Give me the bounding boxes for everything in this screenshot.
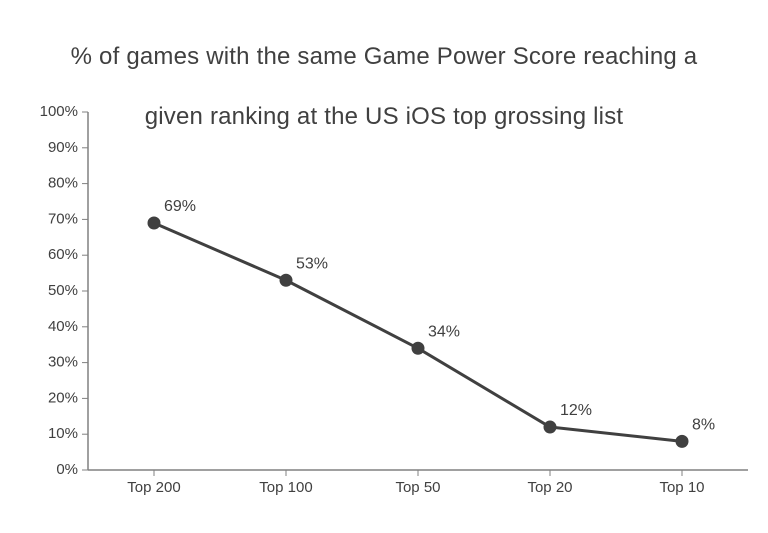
y-tick-label: 30% — [48, 354, 78, 371]
data-label: 69% — [164, 198, 196, 215]
x-tick-label: Top 200 — [127, 479, 180, 496]
y-tick-label: 90% — [48, 139, 78, 156]
data-point — [280, 274, 292, 286]
data-label: 8% — [692, 416, 715, 433]
x-tick-label: Top 10 — [659, 479, 704, 496]
y-tick-label: 60% — [48, 246, 78, 263]
line-chart: 0% 10% 20% 30% 40% 50% 60% 70% 80% 90% 100% Top 200… — [0, 0, 768, 533]
data-point — [544, 421, 556, 433]
data-label: 12% — [560, 402, 592, 419]
y-tick-label: 70% — [48, 210, 78, 227]
data-label: 53% — [296, 255, 328, 272]
y-tick-label: 10% — [48, 425, 78, 442]
x-tick-label: Top 50 — [395, 479, 440, 496]
series-line — [154, 223, 682, 441]
y-tick-label: 100% — [40, 103, 78, 120]
y-tick-label: 80% — [48, 175, 78, 192]
y-tick-label: 0% — [56, 461, 78, 478]
y-tick-label: 20% — [48, 389, 78, 406]
x-tick-label: Top 100 — [259, 479, 312, 496]
y-tick-label: 50% — [48, 282, 78, 299]
data-label: 34% — [428, 323, 460, 340]
chart-container: % of games with the same Game Power Scor… — [0, 0, 768, 533]
x-tick-label: Top 20 — [527, 479, 572, 496]
data-point — [412, 342, 424, 354]
data-point — [148, 217, 160, 229]
data-point — [676, 435, 688, 447]
y-tick-label: 40% — [48, 318, 78, 335]
